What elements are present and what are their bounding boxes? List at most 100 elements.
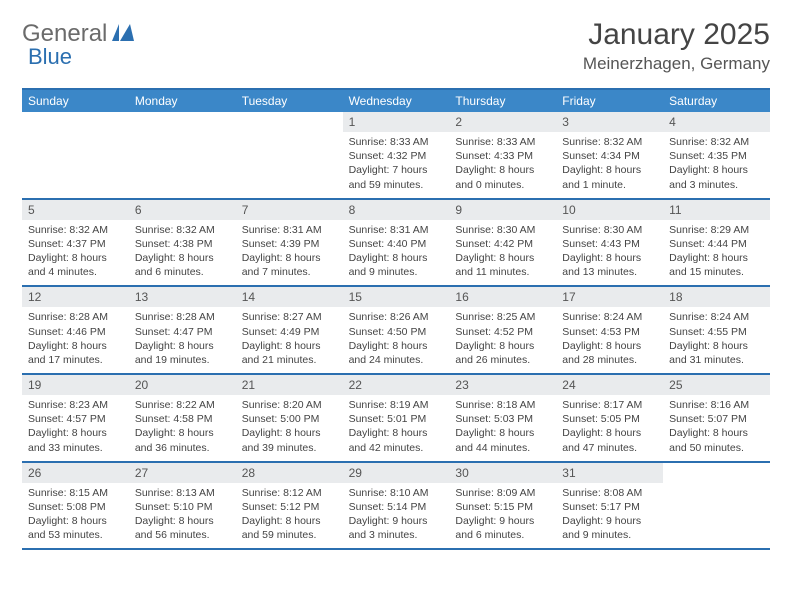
day-body: Sunrise: 8:33 AMSunset: 4:33 PMDaylight:… xyxy=(449,132,556,198)
weekday-header: Sunday xyxy=(22,90,129,112)
sunset-text: Sunset: 4:52 PM xyxy=(455,325,550,339)
day-cell: 25Sunrise: 8:16 AMSunset: 5:07 PMDayligh… xyxy=(663,375,770,461)
sunrise-text: Sunrise: 8:19 AM xyxy=(349,398,444,412)
day-body: Sunrise: 8:31 AMSunset: 4:40 PMDaylight:… xyxy=(343,220,450,286)
day-body: Sunrise: 8:27 AMSunset: 4:49 PMDaylight:… xyxy=(236,307,343,373)
day-body: Sunrise: 8:31 AMSunset: 4:39 PMDaylight:… xyxy=(236,220,343,286)
sunrise-text: Sunrise: 8:10 AM xyxy=(349,486,444,500)
sunrise-text: Sunrise: 8:28 AM xyxy=(135,310,230,324)
daylight-text: Daylight: 8 hours and 9 minutes. xyxy=(349,251,444,279)
day-number: 5 xyxy=(22,200,129,220)
day-cell: 27Sunrise: 8:13 AMSunset: 5:10 PMDayligh… xyxy=(129,463,236,549)
weekday-header: Wednesday xyxy=(343,90,450,112)
day-body: Sunrise: 8:22 AMSunset: 4:58 PMDaylight:… xyxy=(129,395,236,461)
sunset-text: Sunset: 4:50 PM xyxy=(349,325,444,339)
day-body: Sunrise: 8:16 AMSunset: 5:07 PMDaylight:… xyxy=(663,395,770,461)
sunrise-text: Sunrise: 8:25 AM xyxy=(455,310,550,324)
day-number: 16 xyxy=(449,287,556,307)
day-number: 20 xyxy=(129,375,236,395)
day-body: Sunrise: 8:12 AMSunset: 5:12 PMDaylight:… xyxy=(236,483,343,549)
day-number: 17 xyxy=(556,287,663,307)
daylight-text: Daylight: 9 hours and 3 minutes. xyxy=(349,514,444,542)
sunrise-text: Sunrise: 8:20 AM xyxy=(242,398,337,412)
day-body: Sunrise: 8:30 AMSunset: 4:42 PMDaylight:… xyxy=(449,220,556,286)
sunrise-text: Sunrise: 8:29 AM xyxy=(669,223,764,237)
daylight-text: Daylight: 8 hours and 19 minutes. xyxy=(135,339,230,367)
day-number: 28 xyxy=(236,463,343,483)
day-body: Sunrise: 8:24 AMSunset: 4:55 PMDaylight:… xyxy=(663,307,770,373)
sunrise-text: Sunrise: 8:22 AM xyxy=(135,398,230,412)
daylight-text: Daylight: 8 hours and 7 minutes. xyxy=(242,251,337,279)
sunset-text: Sunset: 4:44 PM xyxy=(669,237,764,251)
day-cell: 15Sunrise: 8:26 AMSunset: 4:50 PMDayligh… xyxy=(343,287,450,373)
day-body: Sunrise: 8:19 AMSunset: 5:01 PMDaylight:… xyxy=(343,395,450,461)
sunrise-text: Sunrise: 8:30 AM xyxy=(455,223,550,237)
day-number: 11 xyxy=(663,200,770,220)
daylight-text: Daylight: 8 hours and 1 minute. xyxy=(562,163,657,191)
weekday-header: Tuesday xyxy=(236,90,343,112)
sunset-text: Sunset: 4:40 PM xyxy=(349,237,444,251)
daylight-text: Daylight: 9 hours and 9 minutes. xyxy=(562,514,657,542)
day-cell: 10Sunrise: 8:30 AMSunset: 4:43 PMDayligh… xyxy=(556,200,663,286)
day-cell: 7Sunrise: 8:31 AMSunset: 4:39 PMDaylight… xyxy=(236,200,343,286)
sunset-text: Sunset: 5:08 PM xyxy=(28,500,123,514)
day-number: 26 xyxy=(22,463,129,483)
sunset-text: Sunset: 4:43 PM xyxy=(562,237,657,251)
sunrise-text: Sunrise: 8:24 AM xyxy=(562,310,657,324)
day-cell: 14Sunrise: 8:27 AMSunset: 4:49 PMDayligh… xyxy=(236,287,343,373)
calendar-weeks: 1 Sunrise: 8:33 AM Sunset: 4:32 PM Daylight… xyxy=(22,112,770,550)
sunrise-text: Sunrise: 8:31 AM xyxy=(242,223,337,237)
day-number: 18 xyxy=(663,287,770,307)
day-number: 1 xyxy=(343,112,450,132)
day-number: 21 xyxy=(236,375,343,395)
sunrise-text: Sunrise: 8:08 AM xyxy=(562,486,657,500)
day-number: 22 xyxy=(343,375,450,395)
day-body: Sunrise: 8:20 AMSunset: 5:00 PMDaylight:… xyxy=(236,395,343,461)
day-number: 25 xyxy=(663,375,770,395)
daylight-text: Daylight: 8 hours and 39 minutes. xyxy=(242,426,337,454)
day-cell: 20Sunrise: 8:22 AMSunset: 4:58 PMDayligh… xyxy=(129,375,236,461)
day-number xyxy=(236,112,343,132)
sunset-text: Sunset: 5:07 PM xyxy=(669,412,764,426)
title-block: January 2025 Meinerzhagen, Germany xyxy=(583,18,770,74)
day-body: Sunrise: 8:28 AMSunset: 4:47 PMDaylight:… xyxy=(129,307,236,373)
day-cell: 28Sunrise: 8:12 AMSunset: 5:12 PMDayligh… xyxy=(236,463,343,549)
daylight-text: Daylight: 8 hours and 31 minutes. xyxy=(669,339,764,367)
day-number: 6 xyxy=(129,200,236,220)
daylight-text: Daylight: 8 hours and 13 minutes. xyxy=(562,251,657,279)
day-number: 14 xyxy=(236,287,343,307)
day-number xyxy=(22,112,129,132)
day-number: 13 xyxy=(129,287,236,307)
weekday-header: Saturday xyxy=(663,90,770,112)
daylight-text: Daylight: 8 hours and 4 minutes. xyxy=(28,251,123,279)
sunset-text: Sunset: 4:53 PM xyxy=(562,325,657,339)
day-body: Sunrise: 8:28 AMSunset: 4:46 PMDaylight:… xyxy=(22,307,129,373)
sunset-text: Sunset: 5:17 PM xyxy=(562,500,657,514)
daylight-text: Daylight: 8 hours and 50 minutes. xyxy=(669,426,764,454)
sunrise-text: Sunrise: 8:12 AM xyxy=(242,486,337,500)
day-cell: 3Sunrise: 8:32 AMSunset: 4:34 PMDaylight… xyxy=(556,112,663,198)
sunset-text: Sunset: 4:49 PM xyxy=(242,325,337,339)
day-number: 10 xyxy=(556,200,663,220)
sunrise-text: Sunrise: 8:33 AM xyxy=(455,135,550,149)
day-number: 2 xyxy=(449,112,556,132)
day-cell: 16Sunrise: 8:25 AMSunset: 4:52 PMDayligh… xyxy=(449,287,556,373)
sunrise-text: Sunrise: 8:09 AM xyxy=(455,486,550,500)
daylight-text: Daylight: 8 hours and 53 minutes. xyxy=(28,514,123,542)
calendar: SundayMondayTuesdayWednesdayThursdayFrid… xyxy=(22,88,770,550)
sunrise-text: Sunrise: 8:27 AM xyxy=(242,310,337,324)
daylight-text: Daylight: 8 hours and 56 minutes. xyxy=(135,514,230,542)
sunset-text: Sunset: 4:32 PM xyxy=(349,149,444,163)
sunset-text: Sunset: 4:33 PM xyxy=(455,149,550,163)
day-cell: 1Sunrise: 8:33 AMSunset: 4:32 PMDaylight… xyxy=(343,112,450,198)
sunset-text: Sunset: 5:05 PM xyxy=(562,412,657,426)
day-number: 29 xyxy=(343,463,450,483)
daylight-text: Daylight: 8 hours and 42 minutes. xyxy=(349,426,444,454)
day-number xyxy=(663,463,770,483)
daylight-text: Daylight: 8 hours and 21 minutes. xyxy=(242,339,337,367)
daylight-text: Daylight: 8 hours and 33 minutes. xyxy=(28,426,123,454)
day-number: 4 xyxy=(663,112,770,132)
sunrise-text: Sunrise: 8:24 AM xyxy=(669,310,764,324)
day-cell: 2Sunrise: 8:33 AMSunset: 4:33 PMDaylight… xyxy=(449,112,556,198)
sunset-text: Sunset: 4:57 PM xyxy=(28,412,123,426)
